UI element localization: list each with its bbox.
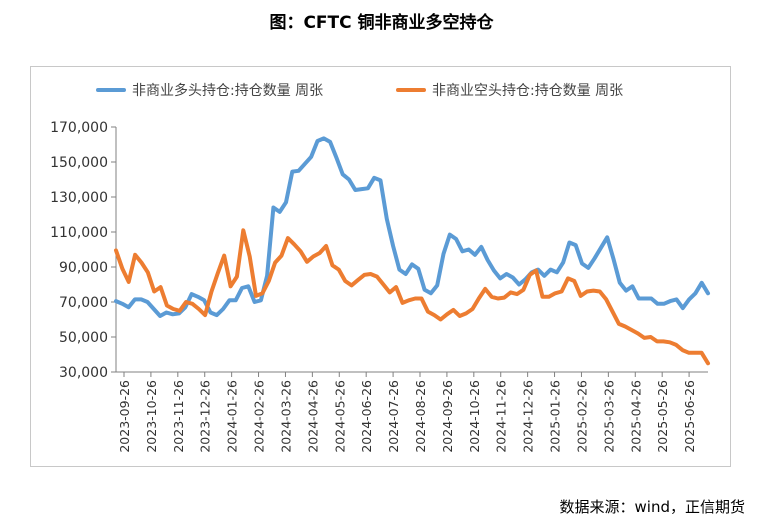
x-tick-label: 2024-04-26	[305, 380, 320, 453]
y-tick-label: 130,000	[50, 190, 108, 206]
x-tick-label: 2024-02-26	[252, 380, 267, 453]
x-tick-label: 2023-10-26	[144, 380, 159, 453]
x-tick-label: 2024-05-26	[332, 380, 347, 453]
x-tick-label: 2023-09-26	[117, 380, 132, 453]
y-tick-label: 30,000	[59, 365, 108, 381]
x-tick-label: 2025-04-26	[628, 380, 643, 453]
x-tick-label: 2025-02-26	[574, 380, 589, 453]
x-tick-label: 2024-08-26	[413, 380, 428, 453]
legend-swatch-short	[396, 88, 426, 92]
y-tick-label: 150,000	[50, 155, 108, 171]
y-tick-label: 110,000	[50, 225, 108, 241]
x-tick-label: 2025-03-26	[601, 380, 616, 453]
y-tick-label: 90,000	[59, 260, 108, 276]
x-tick-label: 2025-01-26	[548, 380, 563, 453]
x-tick-label: 2024-01-26	[225, 380, 240, 453]
x-tick-label: 2024-09-26	[440, 380, 455, 453]
x-tick-label: 2023-11-26	[171, 380, 186, 453]
chart-frame	[30, 66, 731, 467]
legend: 非商业多头持仓:持仓数量 周张 非商业空头持仓:持仓数量 周张	[0, 80, 763, 102]
series-line-long	[114, 136, 710, 318]
legend-item-long: 非商业多头持仓:持仓数量 周张	[96, 80, 323, 100]
x-tick-label: 2025-06-26	[682, 380, 697, 453]
x-tick-label: 2024-03-26	[278, 380, 293, 453]
legend-swatch-long	[96, 88, 126, 92]
x-tick-label: 2024-12-26	[521, 380, 536, 453]
legend-item-short: 非商业空头持仓:持仓数量 周张	[396, 80, 623, 100]
legend-label-long: 非商业多头持仓:持仓数量 周张	[132, 83, 324, 99]
x-tick-label: 2024-06-26	[359, 380, 374, 453]
x-tick-label: 2024-10-26	[467, 380, 482, 453]
y-tick-label: 70,000	[59, 295, 108, 311]
x-tick-label: 2024-11-26	[494, 380, 509, 453]
series-line-short	[114, 228, 710, 366]
legend-label-short: 非商业空头持仓:持仓数量 周张	[432, 83, 624, 99]
y-tick-label: 50,000	[59, 330, 108, 346]
x-tick-label: 2025-05-26	[655, 380, 670, 453]
y-tick-label: 170,000	[50, 120, 108, 136]
x-tick-label: 2024-07-26	[386, 380, 401, 453]
x-tick-label: 2023-12-26	[198, 380, 213, 453]
chart-title: 图：CFTC 铜非商业多空持仓	[269, 13, 494, 33]
data-source: 数据来源：wind，正信期货	[559, 498, 745, 516]
